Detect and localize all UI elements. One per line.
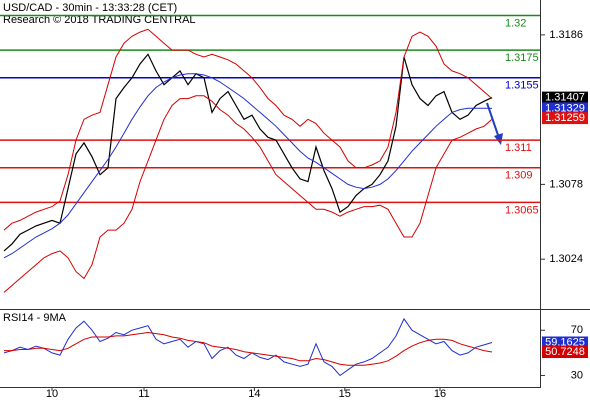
x-tick-label: 10 [46,388,58,400]
value-badge-label: 59.1625 [545,336,585,348]
series-line [3,28,493,231]
value-badge-label: 1.31259 [545,112,585,124]
value-badge-label: 50.7248 [545,346,585,358]
level-label: 1.3065 [505,204,539,216]
level-label: 1.32 [505,17,526,29]
value-badge [542,91,588,104]
level-label: 1.311 [505,142,532,154]
value-badge-label: 1.31329 [545,102,585,114]
y-tick-label: 1.3024 [549,253,583,265]
value-badge [542,346,588,359]
value-badge [542,112,588,125]
x-tick-label: 15 [339,388,351,400]
y-tick-label: 1.3186 [549,29,583,41]
rsi-title: RSI14 - 9MA [3,312,67,324]
x-tick-label: 11 [138,388,149,400]
chart-subtitle: Research © 2018 TRADING CENTRAL [3,14,196,26]
y-tick-label: 1.3078 [549,178,583,190]
level-label: 1.3155 [505,80,539,92]
value-badge [542,102,588,115]
x-tick-label: 14 [248,388,260,400]
y-tick-label: 30 [571,369,583,381]
series-line [3,95,493,293]
chart-title: USD/CAD - 30min - 13:33:28 (CET) [3,2,177,14]
value-badge-label: 1.31407 [545,92,585,104]
series-line [4,331,493,366]
y-tick-label: 70 [571,324,583,336]
forecast-arrow-head [494,133,503,145]
level-label: 1.3175 [505,52,539,64]
series-line [3,73,493,259]
value-badge [542,336,588,349]
level-label: 1.309 [505,170,533,182]
series-line [3,317,493,377]
series-line [3,53,493,252]
x-tick-label: 16 [434,388,446,400]
